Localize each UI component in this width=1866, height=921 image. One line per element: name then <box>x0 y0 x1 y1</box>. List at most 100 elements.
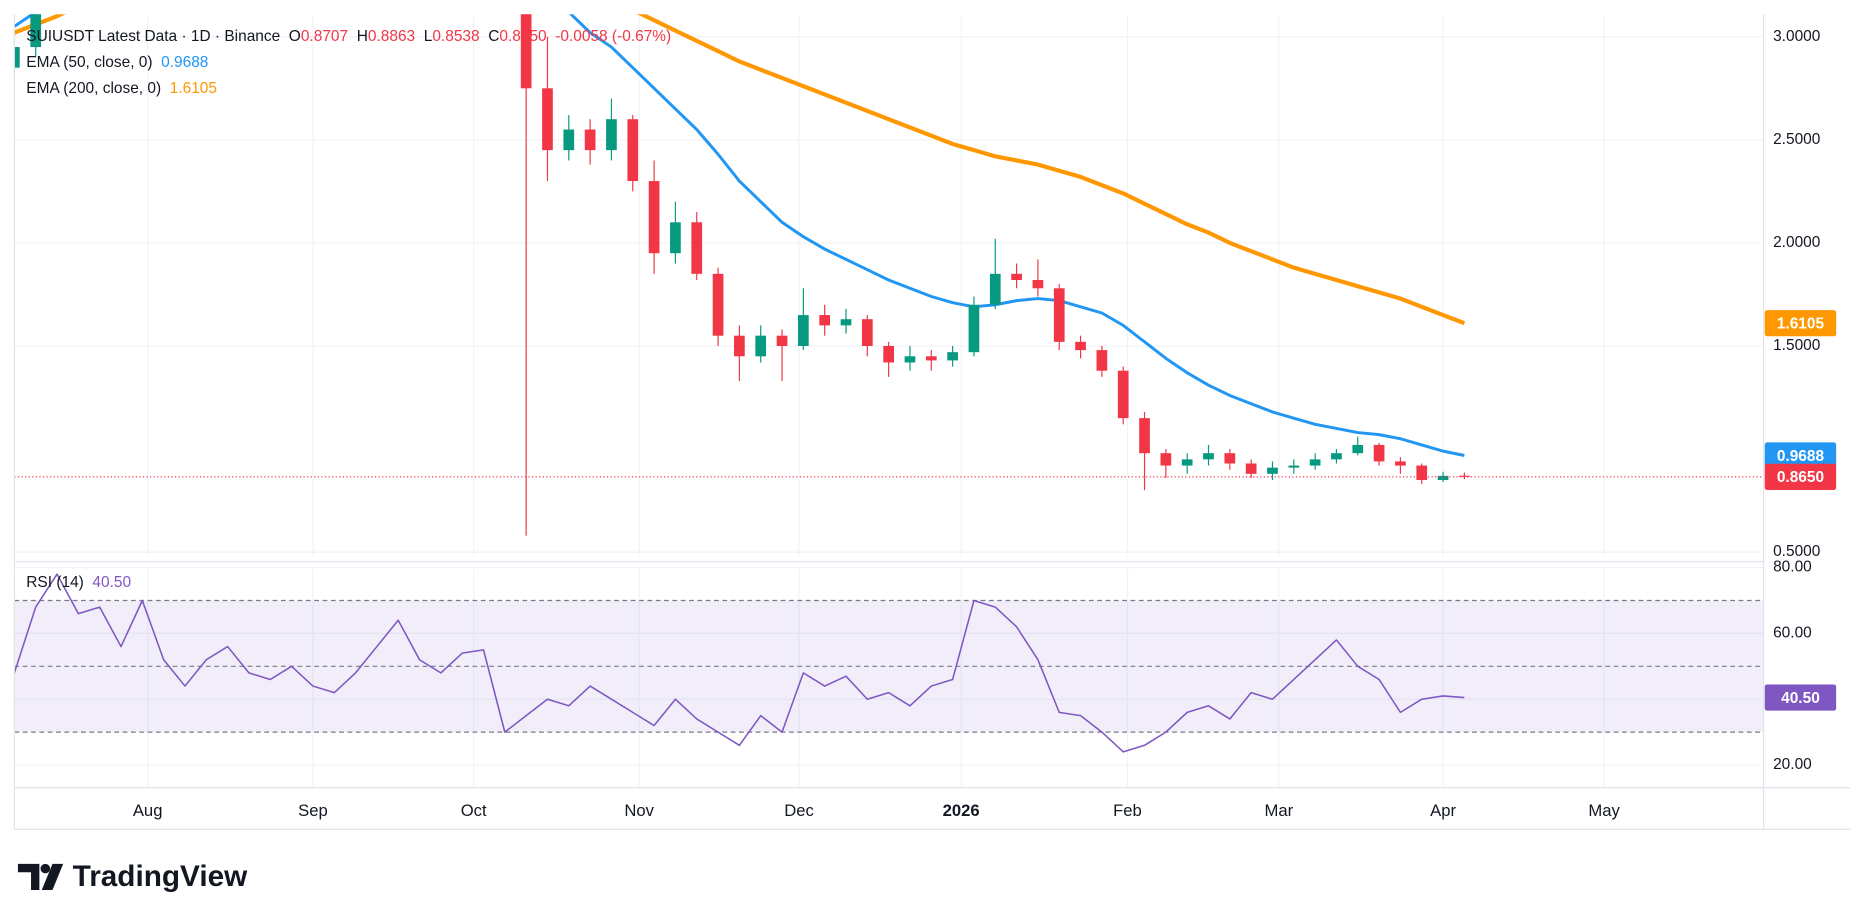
legend-name: EMA (200, close, 0) <box>26 80 161 97</box>
candle-body <box>925 356 937 361</box>
candle-body <box>1309 459 1321 466</box>
candle-body <box>1032 280 1044 289</box>
price-pane <box>14 14 1764 536</box>
price-badge-label: 0.9688 <box>1777 448 1825 465</box>
candle-body <box>1352 444 1364 454</box>
candle-body <box>670 222 681 254</box>
candle-body <box>1437 475 1449 480</box>
symbol-title: SUIUSDT Latest Data · 1D · Binance <box>26 28 280 45</box>
candle-body <box>542 88 553 151</box>
candle-body <box>584 129 596 151</box>
series-line <box>14 14 1465 457</box>
y-tick-label: 3.0000 <box>1773 28 1820 45</box>
candle-body <box>1331 453 1342 460</box>
candle-body <box>734 335 745 357</box>
candle-body <box>1096 350 1108 371</box>
x-tick-label: Aug <box>133 801 163 820</box>
price-badge <box>1764 463 1837 490</box>
candle-body <box>861 319 873 346</box>
ohlc-value: 0.8707 <box>301 28 348 45</box>
candle-body <box>755 335 767 357</box>
rsi-pane <box>14 573 1764 753</box>
ohlc-value: 0.8863 <box>368 28 415 45</box>
candle-body <box>798 315 809 346</box>
y-tick-label: 80.00 <box>1773 559 1812 576</box>
brand-logo[interactable]: TradingView <box>17 860 248 893</box>
legend-header: SUIUSDT Latest Data · 1D · Binance O0.87… <box>26 28 671 45</box>
legend-ema200[interactable]: EMA (200, close, 0) 1.6105 <box>26 80 217 97</box>
y-tick-label: 60.00 <box>1773 624 1812 641</box>
x-tick-label: Apr <box>1430 801 1456 820</box>
candle-body <box>1181 459 1193 466</box>
candle-body <box>1053 288 1065 342</box>
candle-body <box>1267 467 1278 474</box>
price-badge <box>1764 310 1837 337</box>
ohlc-label: H <box>357 28 368 45</box>
change: -0.0058 (-0.67%) <box>555 28 671 45</box>
rsi-badge-label: 40.50 <box>1781 690 1820 707</box>
candle-body <box>1160 453 1172 466</box>
candle-body <box>947 352 958 361</box>
candle-body <box>1245 463 1257 474</box>
series-line <box>14 14 1466 326</box>
x-tick-label: Feb <box>1113 801 1142 820</box>
candle-body <box>1011 273 1022 281</box>
price-badge-label: 0.8650 <box>1777 469 1824 486</box>
candle-body <box>712 273 724 336</box>
candle-body <box>627 119 639 182</box>
x-tick-label: 2026 <box>943 801 980 820</box>
candle-body <box>776 335 788 346</box>
legend-name: EMA (50, close, 0) <box>26 54 152 71</box>
legend-value: 1.6105 <box>170 80 217 97</box>
candle-body <box>989 273 1001 305</box>
candle-body <box>30 14 42 48</box>
candle-body <box>1117 370 1129 419</box>
x-tick-label: Dec <box>784 801 814 820</box>
x-tick-label: May <box>1588 801 1620 820</box>
candle-body <box>840 319 852 326</box>
candle-body <box>606 119 617 151</box>
candle-body <box>520 14 532 89</box>
x-tick-label: Mar <box>1265 801 1294 820</box>
legend-name: RSI (14) <box>26 574 84 591</box>
candle-body <box>968 304 980 353</box>
ohlc-value: 0.8650 <box>499 28 546 45</box>
candle-body <box>648 181 660 254</box>
x-tick-label: Oct <box>461 801 487 820</box>
brand-name: TradingView <box>73 860 248 893</box>
legend-value: 0.9688 <box>161 54 208 71</box>
x-tick-label: Sep <box>298 801 328 820</box>
candle-body <box>819 315 831 326</box>
y-tick-label: 2.5000 <box>1773 131 1820 148</box>
candle-body <box>1288 465 1300 468</box>
candle-body <box>1224 453 1236 464</box>
ohlc-value: 0.8538 <box>432 28 479 45</box>
price-badge <box>1764 442 1837 469</box>
legend-ema50[interactable]: EMA (50, close, 0) 0.9688 <box>26 54 208 71</box>
candle-body <box>691 222 703 274</box>
y-tick-label: 1.5000 <box>1773 337 1820 354</box>
ohlc-label: C <box>488 28 499 45</box>
ohlc-label: O <box>289 28 301 45</box>
candle-body <box>14 47 20 68</box>
series-line <box>14 573 1465 753</box>
y-tick-label: 2.0000 <box>1773 234 1820 251</box>
x-tick-label: Nov <box>624 801 654 820</box>
axes: Aug Sep Oct Nov Dec 2026 Feb Mar Apr May 0.5000 1.5… <box>133 28 1837 820</box>
candle-body <box>563 129 575 151</box>
y-tick-label: 20.00 <box>1773 756 1812 773</box>
legend-rsi[interactable]: RSI (14) 40.50 <box>26 574 131 591</box>
logo-mark <box>17 863 40 891</box>
logo-dot <box>40 863 51 874</box>
candle-body <box>1373 444 1385 462</box>
candle-body <box>904 356 916 363</box>
candle-body <box>1395 461 1406 466</box>
rsi-badge <box>1764 684 1837 711</box>
legend-value: 40.50 <box>92 574 131 591</box>
candle-body <box>1075 341 1086 351</box>
logo-mark <box>41 863 64 891</box>
price-badge-label: 1.6105 <box>1777 315 1825 332</box>
y-tick-label: 0.5000 <box>1773 543 1820 560</box>
